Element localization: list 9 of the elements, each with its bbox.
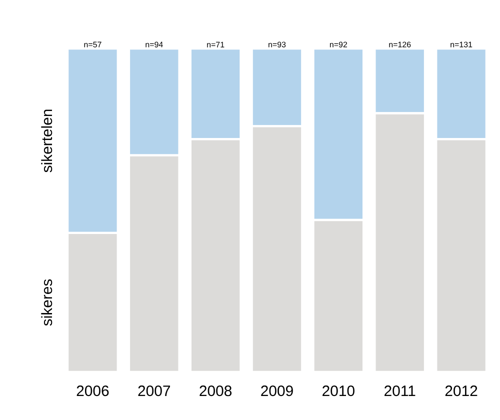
x-tick-label: 2006 xyxy=(76,386,109,396)
x-tick-label: 2008 xyxy=(200,386,232,396)
x-tick-label: 2009 xyxy=(261,386,293,396)
text: sikeres xyxy=(41,279,52,326)
text: sikertelen xyxy=(41,110,52,172)
x-tick-label: 2011 xyxy=(384,386,416,396)
x-tick-label: 2007 xyxy=(138,386,170,396)
x-tick-label: 2010 xyxy=(322,386,354,396)
x-tick-label: 2012 xyxy=(445,386,478,396)
